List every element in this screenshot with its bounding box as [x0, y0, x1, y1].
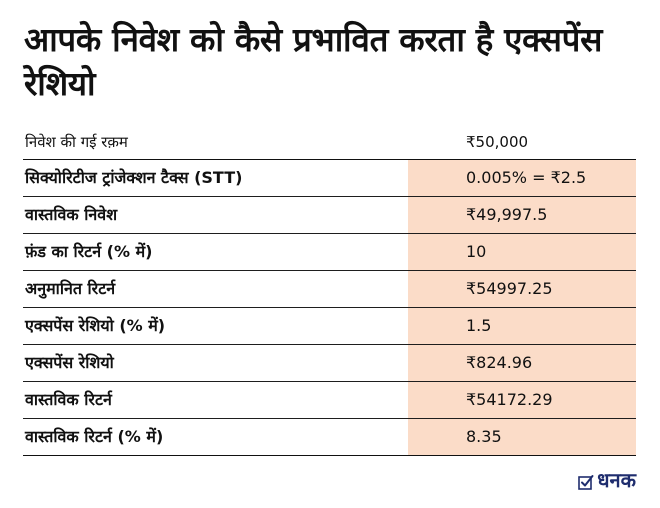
row-value: ₹54997.25	[408, 271, 636, 307]
row-label: एक्सपेंस रेशियो	[25, 353, 114, 372]
row-label: वास्तविक निवेश	[25, 205, 118, 224]
logo-text: धनक	[597, 468, 636, 492]
table-row: अनुमानित रिटर्न ₹54997.25	[23, 271, 636, 308]
table-row: फ़ंड का रिटर्न (% में) 10	[23, 234, 636, 271]
table-row: एक्सपेंस रेशियो (% में) 1.5	[23, 308, 636, 345]
row-value: ₹54172.29	[408, 382, 636, 418]
row-value: 1.5	[408, 308, 636, 344]
row-label: अनुमानित रिटर्न	[25, 279, 116, 298]
row-label: एक्सपेंस रेशियो (% में)	[25, 316, 166, 335]
page-title: आपके निवेश को कैसे प्रभावित करता है एक्स…	[24, 20, 603, 103]
dhanak-logo: धनक	[578, 469, 636, 491]
table-row: वास्तविक रिटर्न (% में) 8.35	[23, 419, 636, 456]
header-value: ₹50,000	[466, 133, 529, 151]
row-label: सिक्योरिटीज ट्रांजेक्शन टैक्स (STT)	[25, 168, 243, 187]
row-label: वास्तविक रिटर्न (% में)	[25, 427, 164, 446]
header-label: निवेश की गई रक़म	[25, 132, 128, 151]
table-header-row: निवेश की गई रक़म ₹50,000	[23, 124, 636, 160]
row-label: फ़ंड का रिटर्न (% में)	[25, 242, 153, 261]
table-row: सिक्योरिटीज ट्रांजेक्शन टैक्स (STT) 0.00…	[23, 160, 636, 197]
row-value: 8.35	[408, 419, 636, 455]
row-value: ₹824.96	[408, 345, 636, 381]
row-value: 0.005% = ₹2.5	[408, 160, 636, 196]
expense-ratio-table: निवेश की गई रक़म ₹50,000 सिक्योरिटीज ट्र…	[23, 124, 636, 456]
row-value: ₹49,997.5	[408, 197, 636, 233]
table-row: वास्तविक निवेश ₹49,997.5	[23, 197, 636, 234]
table-row: एक्सपेंस रेशियो ₹824.96	[23, 345, 636, 382]
row-value: 10	[408, 234, 636, 270]
table-row: वास्तविक रिटर्न ₹54172.29	[23, 382, 636, 419]
checkbox-icon	[578, 472, 594, 490]
row-label: वास्तविक रिटर्न	[25, 390, 112, 409]
